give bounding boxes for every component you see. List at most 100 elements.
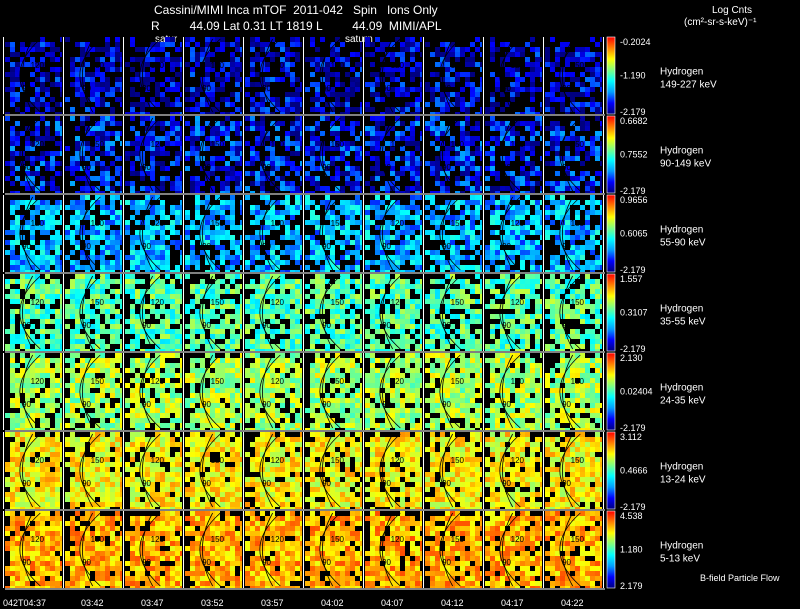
heatmap-cell <box>475 349 480 351</box>
heatmap-cell <box>295 107 300 112</box>
heatmap-cell <box>360 240 362 245</box>
heatmap-cell <box>15 67 20 72</box>
heatmap-cell <box>590 240 595 245</box>
heatmap-cell <box>390 161 395 166</box>
heatmap-cell <box>170 205 175 210</box>
heatmap-cell <box>195 121 200 126</box>
heatmap-cell <box>600 37 602 42</box>
pitch-angle-contour <box>562 117 573 192</box>
heatmap-cell <box>585 57 590 62</box>
heatmap-cell <box>430 309 435 314</box>
heatmap-cell <box>170 210 175 215</box>
heatmap-cell <box>40 245 45 250</box>
heatmap-cell <box>195 324 200 329</box>
heatmap-cell <box>445 176 450 181</box>
heatmap-cell <box>370 92 375 97</box>
heatmap-cell <box>45 304 50 309</box>
heatmap-cell <box>230 92 235 97</box>
heatmap-cell <box>430 270 435 272</box>
heatmap-cell <box>300 116 302 121</box>
heatmap-cell <box>450 299 455 304</box>
heatmap-cell <box>525 121 530 126</box>
heatmap-cell <box>345 200 350 205</box>
heatmap-cell <box>480 334 482 339</box>
heatmap-cell <box>250 72 255 77</box>
heatmap-cell <box>195 186 200 191</box>
heatmap-cell <box>240 176 242 181</box>
heatmap-cell <box>25 314 30 319</box>
contour-label: 90 <box>22 84 31 93</box>
heatmap-cell <box>420 329 422 334</box>
heatmap-cell <box>150 235 155 240</box>
heatmap-cell <box>360 215 362 220</box>
heatmap-cell <box>135 136 140 141</box>
heatmap-cell <box>550 200 555 205</box>
heatmap-cell <box>595 240 600 245</box>
heatmap-cell <box>525 304 530 309</box>
heatmap-cell <box>375 240 380 245</box>
heatmap-cell <box>385 141 390 146</box>
heatmap-cell <box>555 255 560 260</box>
heatmap-cell <box>40 87 45 92</box>
heatmap-cell <box>215 255 220 260</box>
heatmap-cell <box>600 250 602 255</box>
heatmap-cell <box>295 205 300 210</box>
heatmap-cell <box>555 210 560 215</box>
heatmap-cell <box>465 181 470 186</box>
heatmap-cell <box>90 112 95 114</box>
contour-label: 150 <box>211 61 225 70</box>
heatmap-cell <box>575 47 580 52</box>
heatmap-cell <box>365 37 370 42</box>
heatmap-cell <box>485 255 490 260</box>
heatmap-cell <box>85 62 90 67</box>
heatmap-cell <box>10 240 15 245</box>
heatmap-cell <box>525 191 530 193</box>
heatmap-cell <box>400 314 405 319</box>
heatmap-cell <box>400 260 405 265</box>
pitch-angle-contour <box>439 196 461 271</box>
contour-label: 120 <box>391 219 405 228</box>
contour-label: 90 <box>82 84 91 93</box>
heatmap-cell <box>125 62 130 67</box>
heatmap-cell <box>80 102 85 107</box>
heatmap-cell <box>80 349 85 351</box>
heatmap-cell <box>235 324 240 329</box>
heatmap-cell <box>125 279 130 284</box>
heatmap-cell <box>75 42 80 47</box>
heatmap-cell <box>360 349 362 351</box>
pitch-angle-contour <box>142 275 153 350</box>
heatmap-cell <box>570 186 575 191</box>
heatmap-cell <box>95 284 100 289</box>
heatmap-cell <box>520 304 525 309</box>
heatmap-cell <box>405 186 410 191</box>
heatmap-cell <box>110 112 115 114</box>
heatmap-cell <box>180 47 182 52</box>
heatmap-cell <box>460 225 465 230</box>
heatmap-cell <box>70 270 75 272</box>
heatmap-cell <box>550 97 555 102</box>
heatmap-cell <box>10 181 15 186</box>
heatmap-cell <box>330 245 335 250</box>
heatmap-cell <box>70 294 75 299</box>
heatmap-cell <box>55 284 60 289</box>
heatmap-cell <box>400 289 405 294</box>
heatmap-cell <box>60 37 62 42</box>
heatmap-cell <box>150 245 155 250</box>
heatmap-cell <box>395 205 400 210</box>
heatmap-cell <box>210 87 215 92</box>
heatmap-cell <box>185 37 190 42</box>
heatmap-cell <box>60 220 62 225</box>
heatmap-cell <box>15 107 20 112</box>
heatmap-cell <box>300 141 302 146</box>
heatmap-cell <box>365 42 370 47</box>
heatmap-cell <box>590 245 595 250</box>
heatmap-cell <box>385 42 390 47</box>
heatmap-cell <box>315 250 320 255</box>
heatmap-cell <box>525 274 530 279</box>
heatmap-cell <box>265 349 270 351</box>
heatmap-cell <box>310 176 315 181</box>
heatmap-cell <box>10 260 15 265</box>
heatmap-cell <box>395 255 400 260</box>
